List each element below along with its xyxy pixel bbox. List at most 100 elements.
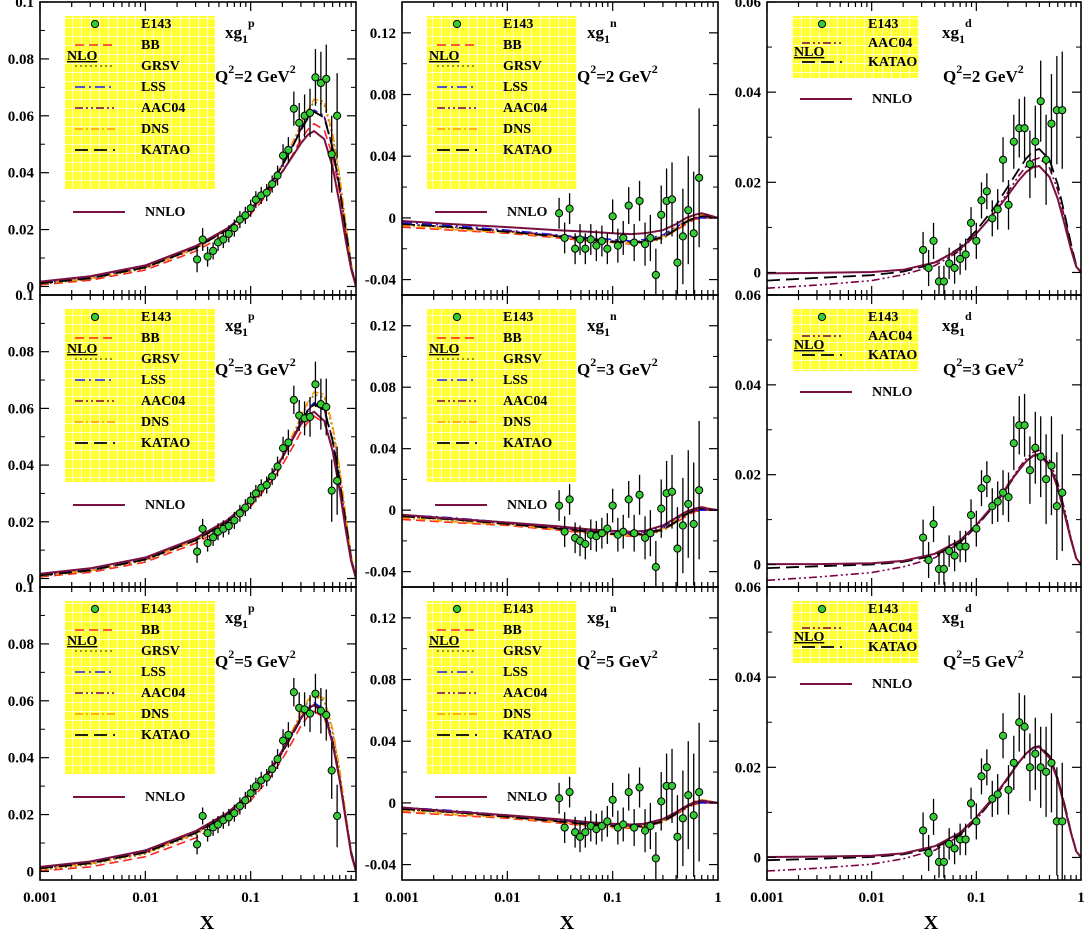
title-main: xg xyxy=(942,316,960,335)
curves-p-q2 xyxy=(40,98,356,287)
data-point xyxy=(327,150,336,159)
data-point xyxy=(988,794,997,803)
title-sup: p xyxy=(248,601,255,615)
q2-label-p-q5: Q2=5 GeV2 xyxy=(215,647,296,671)
data-point xyxy=(592,241,601,250)
x-tick-label: 1 xyxy=(1077,890,1085,906)
data-point xyxy=(993,497,1002,506)
legend-label-katao: KATAO xyxy=(141,728,190,743)
data-point xyxy=(977,772,986,781)
y-ticks-n-q5: -0.04 0 0.04 0.08 0.12 xyxy=(365,611,718,874)
legend-label-nnlo: NNLO xyxy=(145,790,186,805)
q2-exp-2: 2 xyxy=(1018,62,1024,76)
legend-label-grsv: GRSV xyxy=(141,644,180,659)
y-tick-label: 0.06 xyxy=(735,0,762,11)
points-d-q3 xyxy=(918,393,1067,585)
x-tick-label: 0.01 xyxy=(494,890,520,906)
series-line-dns xyxy=(40,391,356,579)
data-point xyxy=(929,236,938,246)
series-line-bb xyxy=(402,509,718,538)
data-point xyxy=(230,224,239,233)
series-line-nnlo xyxy=(40,129,356,287)
data-point xyxy=(246,204,255,213)
data-point xyxy=(993,205,1002,214)
x-ticks-n-q2 xyxy=(401,2,714,295)
data-point xyxy=(262,188,271,197)
q2-value: =5 GeV xyxy=(962,652,1018,671)
legend-label-nnlo: NNLO xyxy=(507,205,548,220)
data-point xyxy=(673,832,682,841)
data-point xyxy=(918,245,928,255)
legend-marker-e143 xyxy=(817,312,827,322)
y-tick-label: 0.1 xyxy=(15,0,34,11)
legend-d-q2: E143 AAC04 KATAO NLO NNLO xyxy=(792,16,919,107)
data-point xyxy=(262,773,271,782)
y-tick-label: 0.02 xyxy=(735,760,761,776)
legend-marker-e143 xyxy=(817,19,827,29)
legend-d-q5: E143 AAC04 KATAO NLO NNLO xyxy=(792,601,919,692)
panel-title-n-q5: xg1n xyxy=(587,601,617,631)
y-tick-label: 0.02 xyxy=(8,808,34,824)
data-point xyxy=(651,270,660,280)
q2-base: Q xyxy=(577,652,590,671)
y-tick-label: 0.04 xyxy=(735,670,762,686)
data-point xyxy=(560,233,569,243)
data-point xyxy=(1041,475,1051,484)
q2-value: =3 GeV xyxy=(962,360,1018,379)
q2-exp-2: 2 xyxy=(1018,355,1024,369)
legend-box xyxy=(792,16,919,78)
legend-label-aac04: AAC04 xyxy=(868,621,912,636)
series-line-nnlo xyxy=(40,410,356,579)
legend-label-katao: KATAO xyxy=(141,143,190,158)
y-tick-label: 0 xyxy=(389,211,397,227)
panel-title-d-q5: xg1d xyxy=(942,601,972,631)
legend-box xyxy=(792,309,919,371)
y-tick-label: 0.06 xyxy=(735,288,762,304)
legend-label-grsv: GRSV xyxy=(503,644,542,659)
data-point xyxy=(213,820,223,829)
y-tick-label: 0.12 xyxy=(370,319,396,335)
data-point xyxy=(192,255,202,264)
y-tick-label: 0.06 xyxy=(8,694,35,710)
data-point xyxy=(198,811,207,821)
points-n-q3 xyxy=(554,421,704,587)
q2-label-d-q3: Q2=3 GeV2 xyxy=(943,355,1024,379)
data-point xyxy=(278,736,288,745)
legend-nlo-tag: NLO xyxy=(67,49,97,64)
y-tick-label: 0.06 xyxy=(8,401,35,417)
y-tick-label: 0.04 xyxy=(8,458,35,474)
points-n-q5 xyxy=(554,722,704,880)
data-point xyxy=(657,504,666,513)
x-tick-label: 1 xyxy=(352,890,360,906)
data-point xyxy=(667,195,677,204)
legend-label-grsv: GRSV xyxy=(141,352,180,367)
q2-base: Q xyxy=(943,360,956,379)
y-tick-label: 0.08 xyxy=(8,637,34,653)
title-sup: d xyxy=(965,601,972,615)
data-point xyxy=(311,73,320,82)
data-point xyxy=(1036,763,1045,772)
data-point xyxy=(597,821,606,831)
data-point xyxy=(1031,443,1040,452)
points-p-q3 xyxy=(192,361,342,563)
y-tick-label: 0 xyxy=(27,279,35,295)
legend-nlo-tag: NLO xyxy=(794,338,824,353)
data-point xyxy=(695,486,704,495)
legend-label-aac04: AAC04 xyxy=(141,394,185,409)
y-ticks-p-q5: 0 0.02 0.04 0.06 0.08 0.1 xyxy=(8,580,356,880)
series-line-nnlo xyxy=(402,506,718,533)
data-point xyxy=(651,562,660,572)
data-point xyxy=(613,241,622,250)
q2-exp-2: 2 xyxy=(290,62,296,76)
x-tick-label: 0.001 xyxy=(750,890,784,906)
legend-label-dns: DNS xyxy=(503,122,531,137)
panel-p-q3: E143BBGRSVLSSAAC04DNSKATAONLONNLOxg1pQ2=… xyxy=(8,288,357,588)
y-tick-label: 0.04 xyxy=(370,734,397,750)
legend-label-nnlo: NNLO xyxy=(507,790,548,805)
series-line-katao xyxy=(767,745,1081,862)
data-point xyxy=(284,730,293,740)
q2-label-d-q5: Q2=5 GeV2 xyxy=(943,647,1024,671)
legend-label-e143: E143 xyxy=(503,310,533,325)
data-point xyxy=(945,839,954,849)
